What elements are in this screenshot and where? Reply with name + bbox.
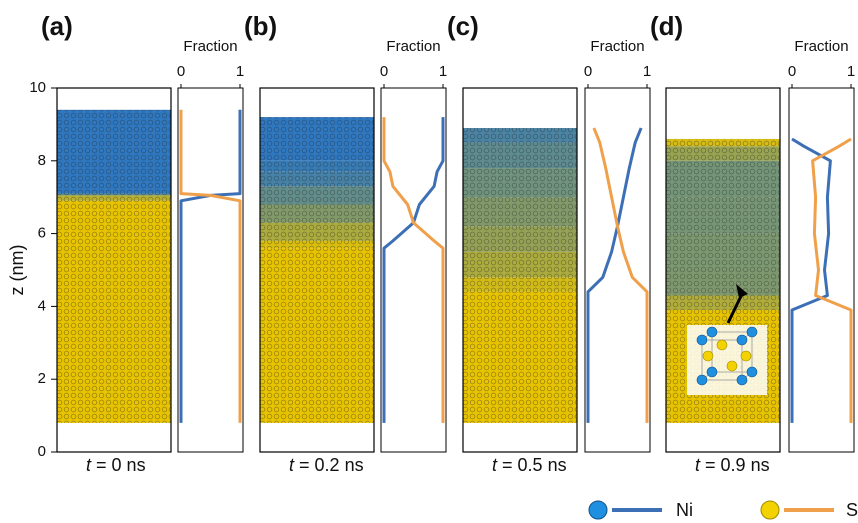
x-axis-label: Fraction	[794, 38, 848, 55]
panel-label: (d)	[650, 11, 683, 41]
legend: Ni Si	[588, 500, 858, 520]
atoms-frame	[462, 87, 578, 453]
x-tick-label: 0	[380, 63, 388, 80]
atom-texture	[57, 109, 171, 423]
profile-line	[179, 109, 242, 423]
caption-text: = 0.2 ns	[299, 455, 364, 475]
caption-text: = 0 ns	[96, 455, 146, 475]
legend-label: Si	[846, 500, 858, 520]
fraction-frame	[380, 87, 447, 453]
profile-line	[790, 137, 832, 423]
x-tick-label: 0	[788, 63, 796, 80]
caption-symbol: t	[695, 455, 701, 475]
x-axis-label: Fraction	[590, 38, 644, 55]
panel-label: (c)	[447, 11, 479, 41]
caption-text: = 0.9 ns	[705, 455, 770, 475]
fraction-frame	[584, 87, 651, 453]
profile-line	[179, 109, 242, 423]
profile-line	[811, 137, 853, 423]
x-tick-label: 1	[847, 63, 855, 80]
caption-symbol: t	[492, 455, 498, 475]
caption-text: = 0.5 ns	[502, 455, 567, 475]
y-tick-label: 8	[38, 152, 46, 169]
y-tick-label: 0	[38, 443, 46, 460]
x-tick-label: 0	[584, 63, 592, 80]
x-tick-label: 1	[439, 63, 447, 80]
fraction-frame	[788, 87, 855, 453]
x-axis-label: Fraction	[183, 38, 237, 55]
legend-label: Ni	[676, 500, 693, 520]
x-tick-label: 0	[177, 63, 185, 80]
atom-texture	[260, 117, 374, 423]
x-tick-label: 1	[236, 63, 244, 80]
y-tick-label: 10	[29, 79, 46, 96]
inset-unit-cell	[687, 284, 767, 395]
atom-texture	[463, 128, 577, 423]
y-tick-label: 2	[38, 370, 46, 387]
profile-line	[592, 127, 649, 423]
y-tick-label: 4	[38, 297, 46, 314]
atoms-frame	[56, 87, 172, 453]
caption: t = 0 ns	[86, 455, 146, 475]
fraction-frame	[177, 87, 244, 453]
x-axis-label: Fraction	[386, 38, 440, 55]
y-axis-label: z (nm)	[7, 245, 27, 296]
panel-label: (a)	[41, 11, 73, 41]
profile-line	[382, 117, 445, 423]
caption: t = 0.5 ns	[492, 455, 567, 475]
atoms-frame	[665, 87, 781, 453]
profile-line	[382, 117, 445, 423]
y-tick-label: 6	[38, 225, 46, 242]
atoms-frame	[259, 87, 375, 453]
caption: t = 0.9 ns	[695, 455, 770, 475]
panel-label: (b)	[244, 11, 277, 41]
caption-symbol: t	[289, 455, 295, 475]
x-tick-label: 1	[643, 63, 651, 80]
caption: t = 0.2 ns	[289, 455, 364, 475]
caption-symbol: t	[86, 455, 92, 475]
